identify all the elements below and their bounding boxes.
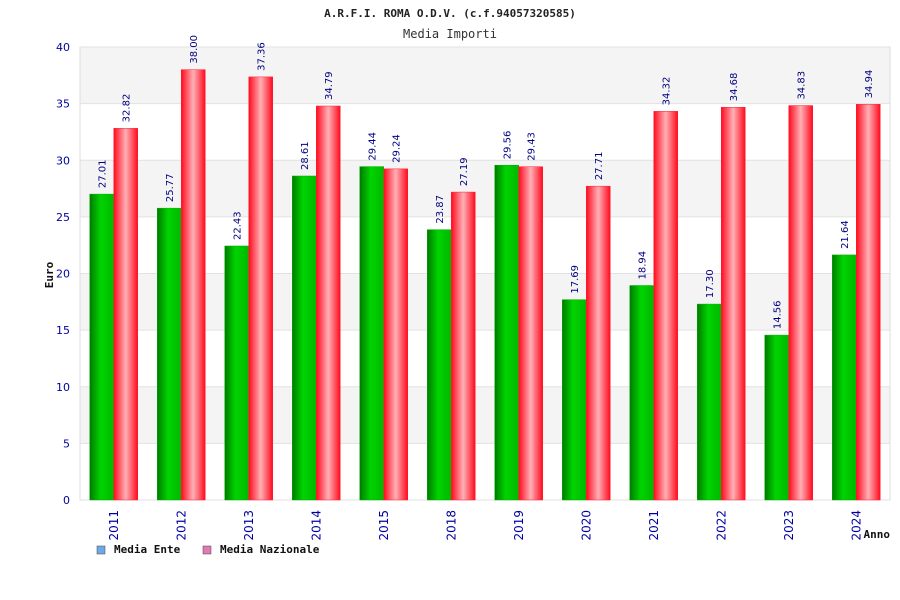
bar-nazionale — [586, 185, 611, 501]
bars — [89, 69, 881, 501]
value-label: 34.79 — [324, 71, 335, 100]
value-label: 34.83 — [797, 71, 808, 100]
x-tick-label: 2015 — [377, 510, 391, 541]
plot-band — [80, 103, 890, 161]
y-axis-ticks: 0 5 10 15 20 25 30 35 40 — [56, 41, 70, 507]
legend-swatch-nazionale — [202, 545, 212, 555]
grid-lines — [80, 46, 890, 501]
value-label: 29.24 — [392, 134, 403, 163]
bar-ente — [427, 229, 452, 501]
value-label: 22.43 — [233, 211, 244, 240]
x-tick-label: 2023 — [782, 510, 796, 541]
value-label: 29.44 — [368, 132, 379, 161]
value-label: 17.69 — [570, 265, 581, 294]
x-tick-label: 2014 — [309, 510, 323, 541]
value-label: 27.01 — [98, 159, 109, 188]
value-label: 17.30 — [705, 269, 716, 298]
plot-band — [80, 386, 890, 444]
value-label: 29.56 — [503, 131, 514, 160]
legend: Media Ente Media Nazionale — [96, 543, 320, 556]
bar-nazionale — [113, 128, 138, 501]
value-label: 18.94 — [638, 251, 649, 280]
y-tick-label: 0 — [63, 494, 70, 507]
y-tick-label: 15 — [56, 324, 70, 337]
plot-band — [80, 160, 890, 217]
bar-ente — [697, 303, 722, 501]
x-tick-label: 2020 — [579, 510, 593, 541]
x-axis-label: Anno — [864, 528, 891, 541]
legend-label-nazionale: Media Nazionale — [220, 543, 320, 556]
y-tick-label: 25 — [56, 211, 70, 224]
bar-ente — [494, 164, 519, 501]
plot-band — [80, 216, 890, 274]
y-tick-label: 5 — [63, 437, 70, 450]
bar-ente — [629, 285, 654, 501]
x-tick-label: 2011 — [107, 510, 121, 541]
bar-ente — [764, 334, 789, 501]
x-tick-label: 2012 — [174, 510, 188, 541]
value-label: 34.32 — [662, 77, 673, 106]
bar-ente — [562, 299, 587, 501]
bar-ente — [89, 193, 114, 501]
x-tick-label: 2022 — [714, 510, 728, 541]
bar-nazionale — [316, 105, 341, 501]
value-label: 37.36 — [257, 42, 268, 71]
value-label: 34.68 — [729, 73, 740, 102]
value-label: 27.71 — [594, 152, 605, 181]
bar-ente — [832, 254, 857, 501]
value-label: 29.43 — [527, 132, 538, 161]
y-tick-label: 40 — [56, 41, 70, 54]
legend-label-ente: Media Ente — [114, 543, 181, 556]
bar-nazionale — [383, 168, 408, 501]
y-tick-label: 20 — [56, 268, 70, 281]
bar-nazionale — [721, 106, 746, 501]
x-tick-label: 2013 — [242, 510, 256, 541]
x-tick-label: 2018 — [444, 510, 458, 541]
value-label: 21.64 — [840, 220, 851, 249]
value-label: 32.82 — [122, 94, 133, 123]
plot-background — [79, 46, 891, 501]
legend-swatch-ente — [96, 545, 106, 555]
bar-nazionale — [856, 104, 881, 501]
chart-title: A.R.F.I. ROMA O.D.V. (c.f.94057320585) — [324, 7, 576, 20]
bar-nazionale — [181, 69, 206, 501]
value-label: 34.94 — [864, 70, 875, 99]
y-tick-label: 35 — [56, 98, 70, 111]
x-tick-label: 2021 — [647, 510, 661, 541]
x-tick-label: 2024 — [849, 510, 863, 541]
plot-band — [80, 443, 890, 500]
plot-band — [80, 330, 890, 387]
y-tick-label: 10 — [56, 381, 70, 394]
y-tick-label: 30 — [56, 154, 70, 167]
value-label: 25.77 — [165, 174, 176, 203]
bar-nazionale — [518, 166, 543, 501]
value-label: 27.19 — [459, 157, 470, 186]
x-axis-ticks: 2011 2012 2013 2014 2015 2018 2019 2020 2021 2022… — [107, 510, 864, 541]
bar-nazionale — [653, 111, 678, 501]
bar-nazionale — [451, 191, 476, 501]
bar-nazionale — [788, 105, 813, 501]
value-label: 28.61 — [300, 141, 311, 170]
value-labels: 27.01 32.82 25.77 38.00 22.43 37.36 28.61 34.79… — [98, 35, 876, 329]
value-label: 14.56 — [773, 300, 784, 329]
chart-subtitle: Media Importi — [403, 27, 497, 41]
bar-ente — [157, 207, 182, 501]
x-tick-label: 2019 — [512, 510, 526, 541]
bar-ente — [224, 245, 249, 501]
y-axis-label: Euro — [43, 261, 56, 288]
bar-nazionale — [248, 76, 273, 501]
value-label: 38.00 — [189, 35, 200, 64]
value-label: 23.87 — [435, 195, 446, 224]
plot-band — [80, 273, 890, 331]
bar-ente — [359, 166, 384, 501]
bar-ente — [292, 175, 317, 501]
plot-band — [80, 47, 890, 104]
